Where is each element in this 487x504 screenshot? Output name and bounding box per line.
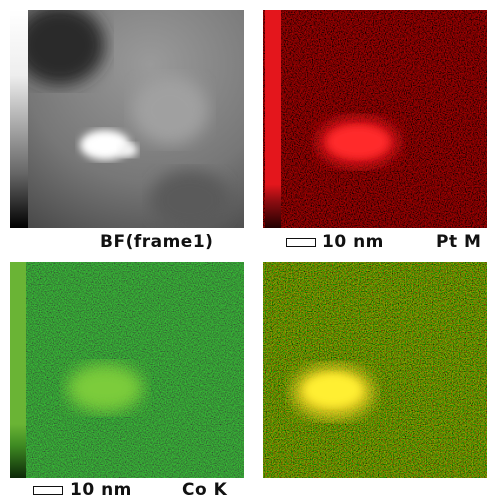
pt-map bbox=[263, 10, 487, 228]
overlay-map bbox=[263, 262, 487, 478]
scale-bar-label: 10 nm bbox=[322, 232, 384, 252]
panel-label: BF(frame1) bbox=[100, 232, 213, 252]
panel-label: Co K bbox=[182, 480, 227, 500]
panel-label: Pt M bbox=[436, 232, 481, 252]
scale-bar bbox=[286, 238, 316, 247]
bf-image bbox=[10, 10, 244, 228]
figure: BF(frame1) 10 nm Pt M 10 nm Co K bbox=[0, 0, 487, 504]
scale-bar bbox=[33, 486, 63, 495]
co-map bbox=[10, 262, 244, 478]
scale-bar-label: 10 nm bbox=[70, 480, 132, 500]
